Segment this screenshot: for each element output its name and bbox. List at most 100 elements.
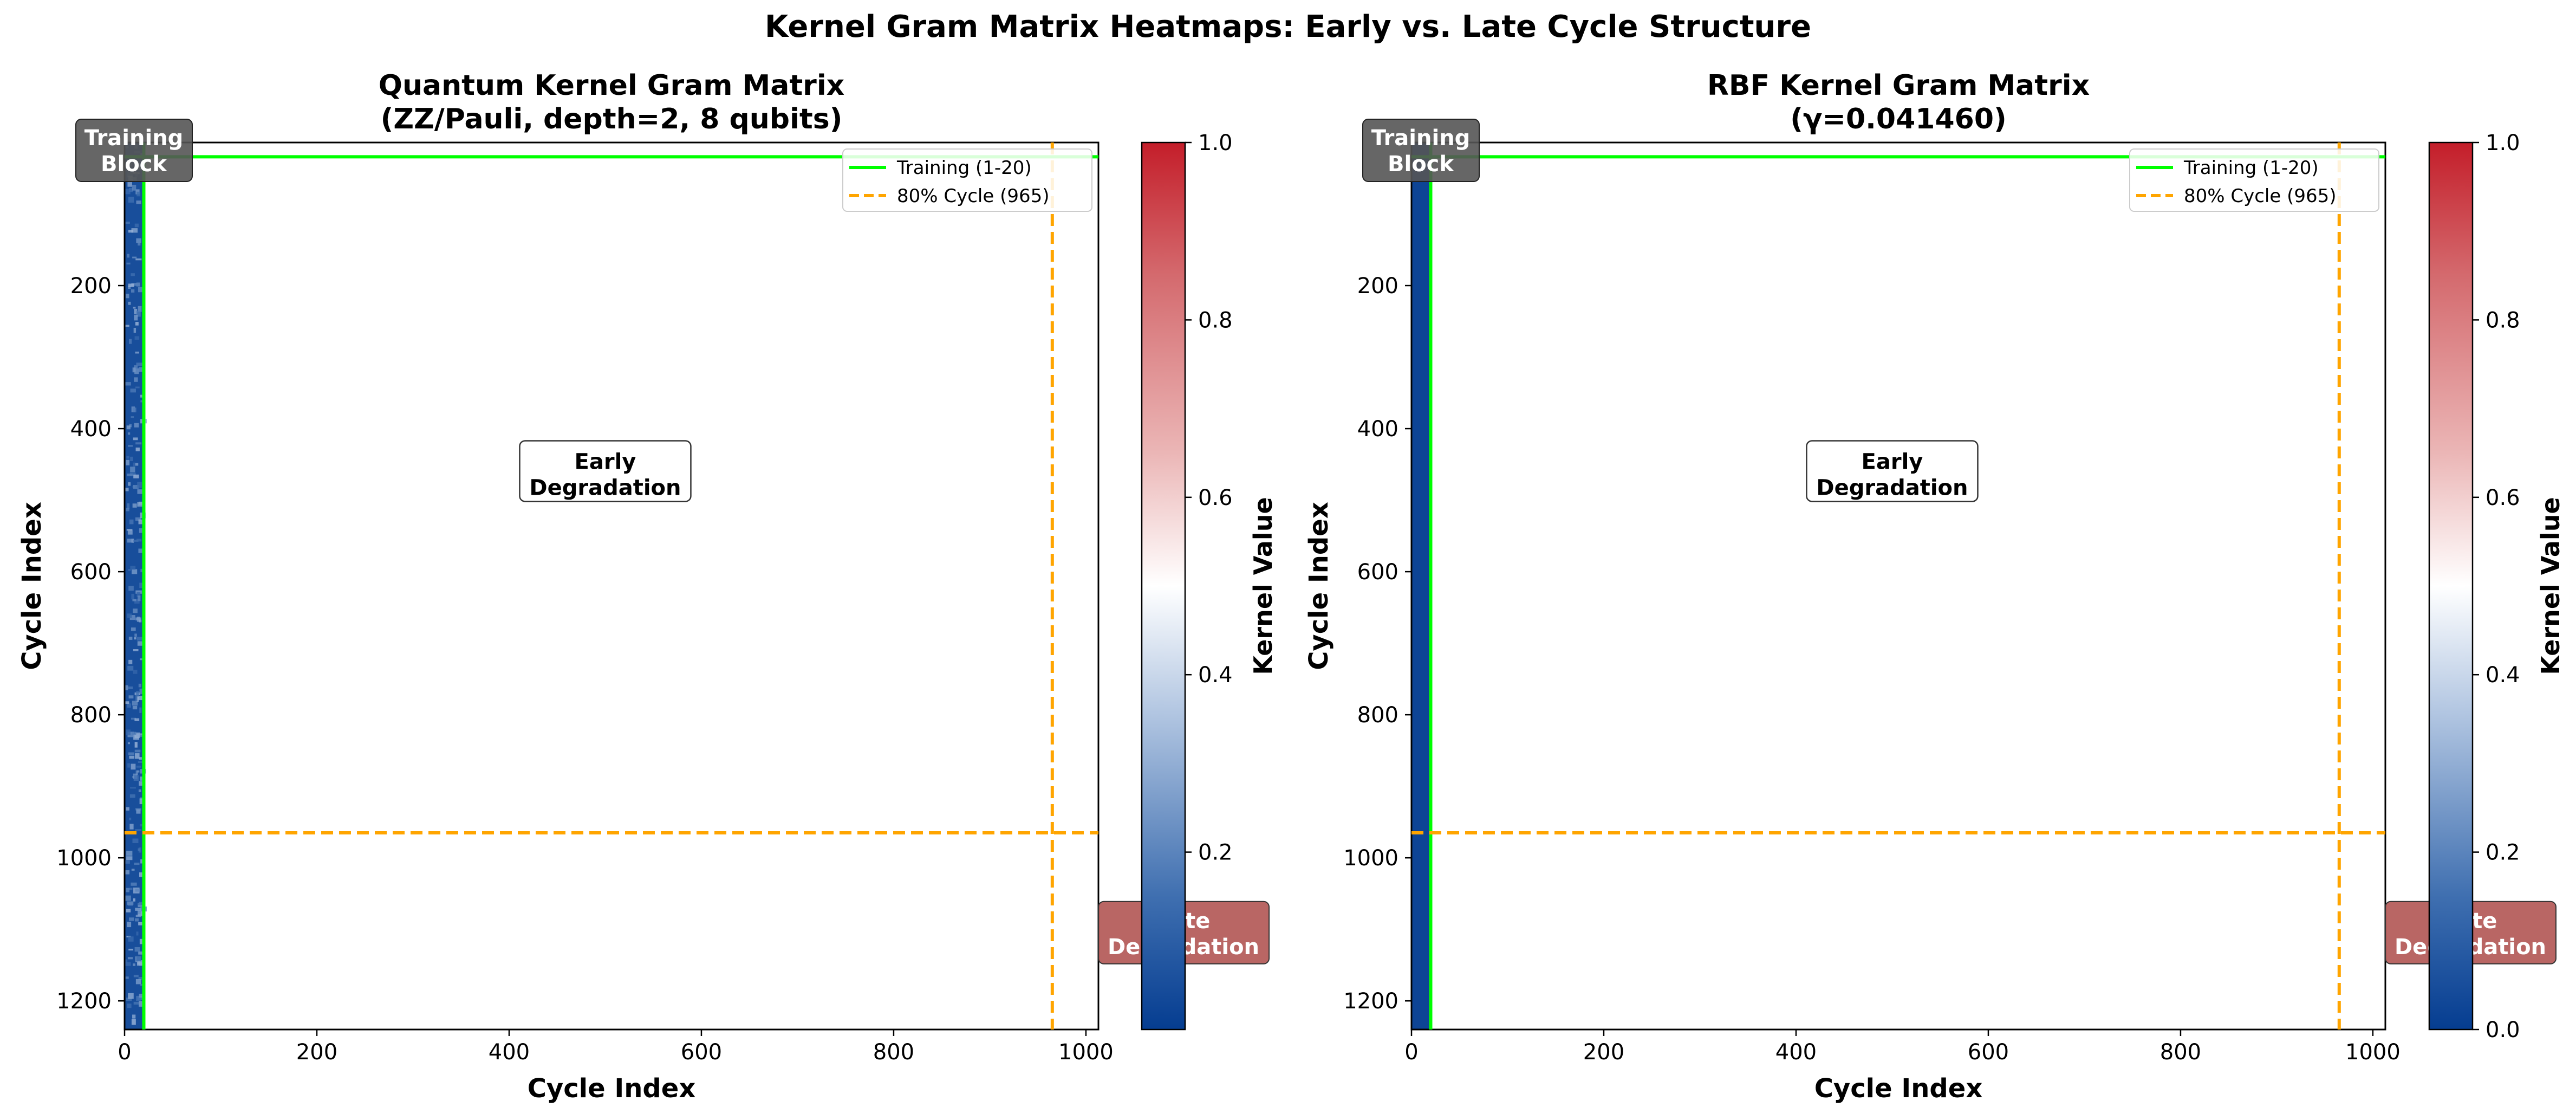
colorbar-tick-label: 0.4 [1198, 663, 1233, 688]
heatmap-cell [131, 228, 138, 233]
heatmap-cell [131, 869, 135, 871]
heatmap-cell [130, 456, 133, 461]
x-tick-label: 200 [296, 1040, 337, 1065]
y-tick-label: 200 [1357, 274, 1398, 299]
heatmap-cell [131, 882, 137, 886]
y-tick-label: 1200 [1343, 989, 1398, 1014]
heatmap-cell [128, 948, 134, 951]
heatmap-panel-1: Quantum Kernel Gram Matrix(ZZ/Pauli, dep… [17, 69, 1278, 1104]
heatmap-cell [133, 437, 138, 441]
x-tick-label: 1000 [2345, 1040, 2401, 1065]
heatmap-cell [127, 530, 133, 535]
heatmap-cell [129, 794, 135, 798]
early-annotation-box [1806, 440, 1979, 502]
heatmap-cell [128, 636, 133, 640]
heatmap-cell [137, 770, 140, 773]
heatmap-cell [136, 539, 142, 542]
heatmap-cell [135, 442, 142, 445]
heatmap-cell [136, 191, 141, 197]
colorbar-tick-label: 1.0 [2486, 131, 2520, 156]
colorbar-label: Kernel Value [1248, 497, 1278, 675]
heatmap-cell [128, 993, 134, 999]
heatmap-cell [136, 733, 142, 737]
early-annotation-box [519, 440, 692, 502]
heatmap-cell [126, 262, 131, 265]
heatmap-cell [126, 909, 131, 912]
x-tick-label: 400 [489, 1040, 530, 1065]
heatmap-cell [128, 752, 135, 755]
y-tick-label: 400 [70, 417, 112, 442]
heatmap-cell [139, 1001, 145, 1007]
heatmap-cell [133, 407, 136, 412]
y-tick-label: 1200 [56, 989, 112, 1014]
heatmap-cell [132, 701, 138, 706]
heatmap-cell [134, 637, 136, 640]
heatmap-cell [137, 482, 142, 488]
heatmap-cell [131, 273, 135, 276]
heatmap-cell [134, 336, 140, 340]
heatmap-cell [132, 838, 139, 844]
heatmap-cell [134, 863, 140, 865]
heatmap-cell [138, 905, 143, 908]
legend-label-training: Training (1-20) [2183, 157, 2319, 179]
heatmap-cell [128, 187, 133, 192]
panel-title-line2: (ZZ/Pauli, depth=2, 8 qubits) [381, 103, 843, 135]
heatmap-cell [138, 239, 141, 246]
colorbar-tick-label: 0.6 [2486, 485, 2520, 510]
heatmap-cell [129, 817, 132, 820]
heatmap-cell [131, 406, 135, 412]
heatmap-cell [135, 829, 142, 831]
heatmap-cell [134, 947, 140, 952]
heatmap-cell [133, 1001, 139, 1005]
heatmap-cell [139, 367, 145, 372]
heatmap-cell [129, 519, 134, 525]
heatmap-cell [129, 755, 135, 759]
heatmap-cell [128, 445, 133, 447]
early-annotation-line2: Degradation [529, 475, 681, 500]
early-annotation-line2: Degradation [1816, 475, 1968, 500]
heatmap-cell [131, 416, 134, 418]
heatmap-cell [133, 484, 139, 489]
x-tick-label: 400 [1775, 1040, 1817, 1065]
heatmap-cell [127, 703, 131, 708]
heatmap-cell [134, 377, 138, 382]
x-tick-label: 800 [2160, 1040, 2201, 1065]
heatmap-cell [131, 763, 136, 770]
y-tick-label: 400 [1357, 417, 1398, 442]
heatmap-cell [132, 1014, 136, 1019]
heatmap-cell [134, 753, 140, 759]
heatmap-cell [139, 938, 144, 944]
heatmap-cell [127, 903, 133, 907]
heatmap-cell [128, 695, 134, 699]
heatmap-cell [125, 701, 129, 704]
heatmap-cell [133, 963, 135, 966]
colorbar [2428, 141, 2474, 1031]
heatmap-cell [133, 649, 139, 651]
y-tick-label: 1000 [56, 846, 112, 871]
heatmap-cell [138, 922, 142, 925]
heatmap-cell [126, 425, 131, 430]
heatmap-cell [128, 230, 134, 233]
colorbar-tick-label: 0.8 [2486, 308, 2520, 333]
heatmap-cell [136, 282, 140, 287]
y-tick-label: 600 [70, 560, 112, 585]
heatmap-cell [134, 308, 138, 315]
heatmap-cell [127, 1004, 132, 1008]
heatmap-cell [130, 787, 136, 789]
heatmap-cell [127, 254, 129, 258]
heatmap-cell [126, 729, 131, 735]
heatmap-cell [137, 489, 143, 494]
x-tick-label: 800 [873, 1040, 914, 1065]
heatmap-cell [126, 456, 129, 459]
heatmap-cell [125, 976, 129, 979]
heatmap-cell [135, 808, 141, 811]
heatmap-cell [131, 1019, 136, 1025]
heatmap-cell [135, 770, 139, 775]
heatmap-cell [131, 539, 134, 543]
heatmap-cell [136, 691, 139, 697]
plot-area [1411, 143, 2385, 1030]
training-annotation-box [1362, 119, 1480, 182]
heatmap-cell [135, 908, 142, 911]
heatmap-cell [128, 301, 131, 305]
heatmap-cell [133, 670, 138, 674]
